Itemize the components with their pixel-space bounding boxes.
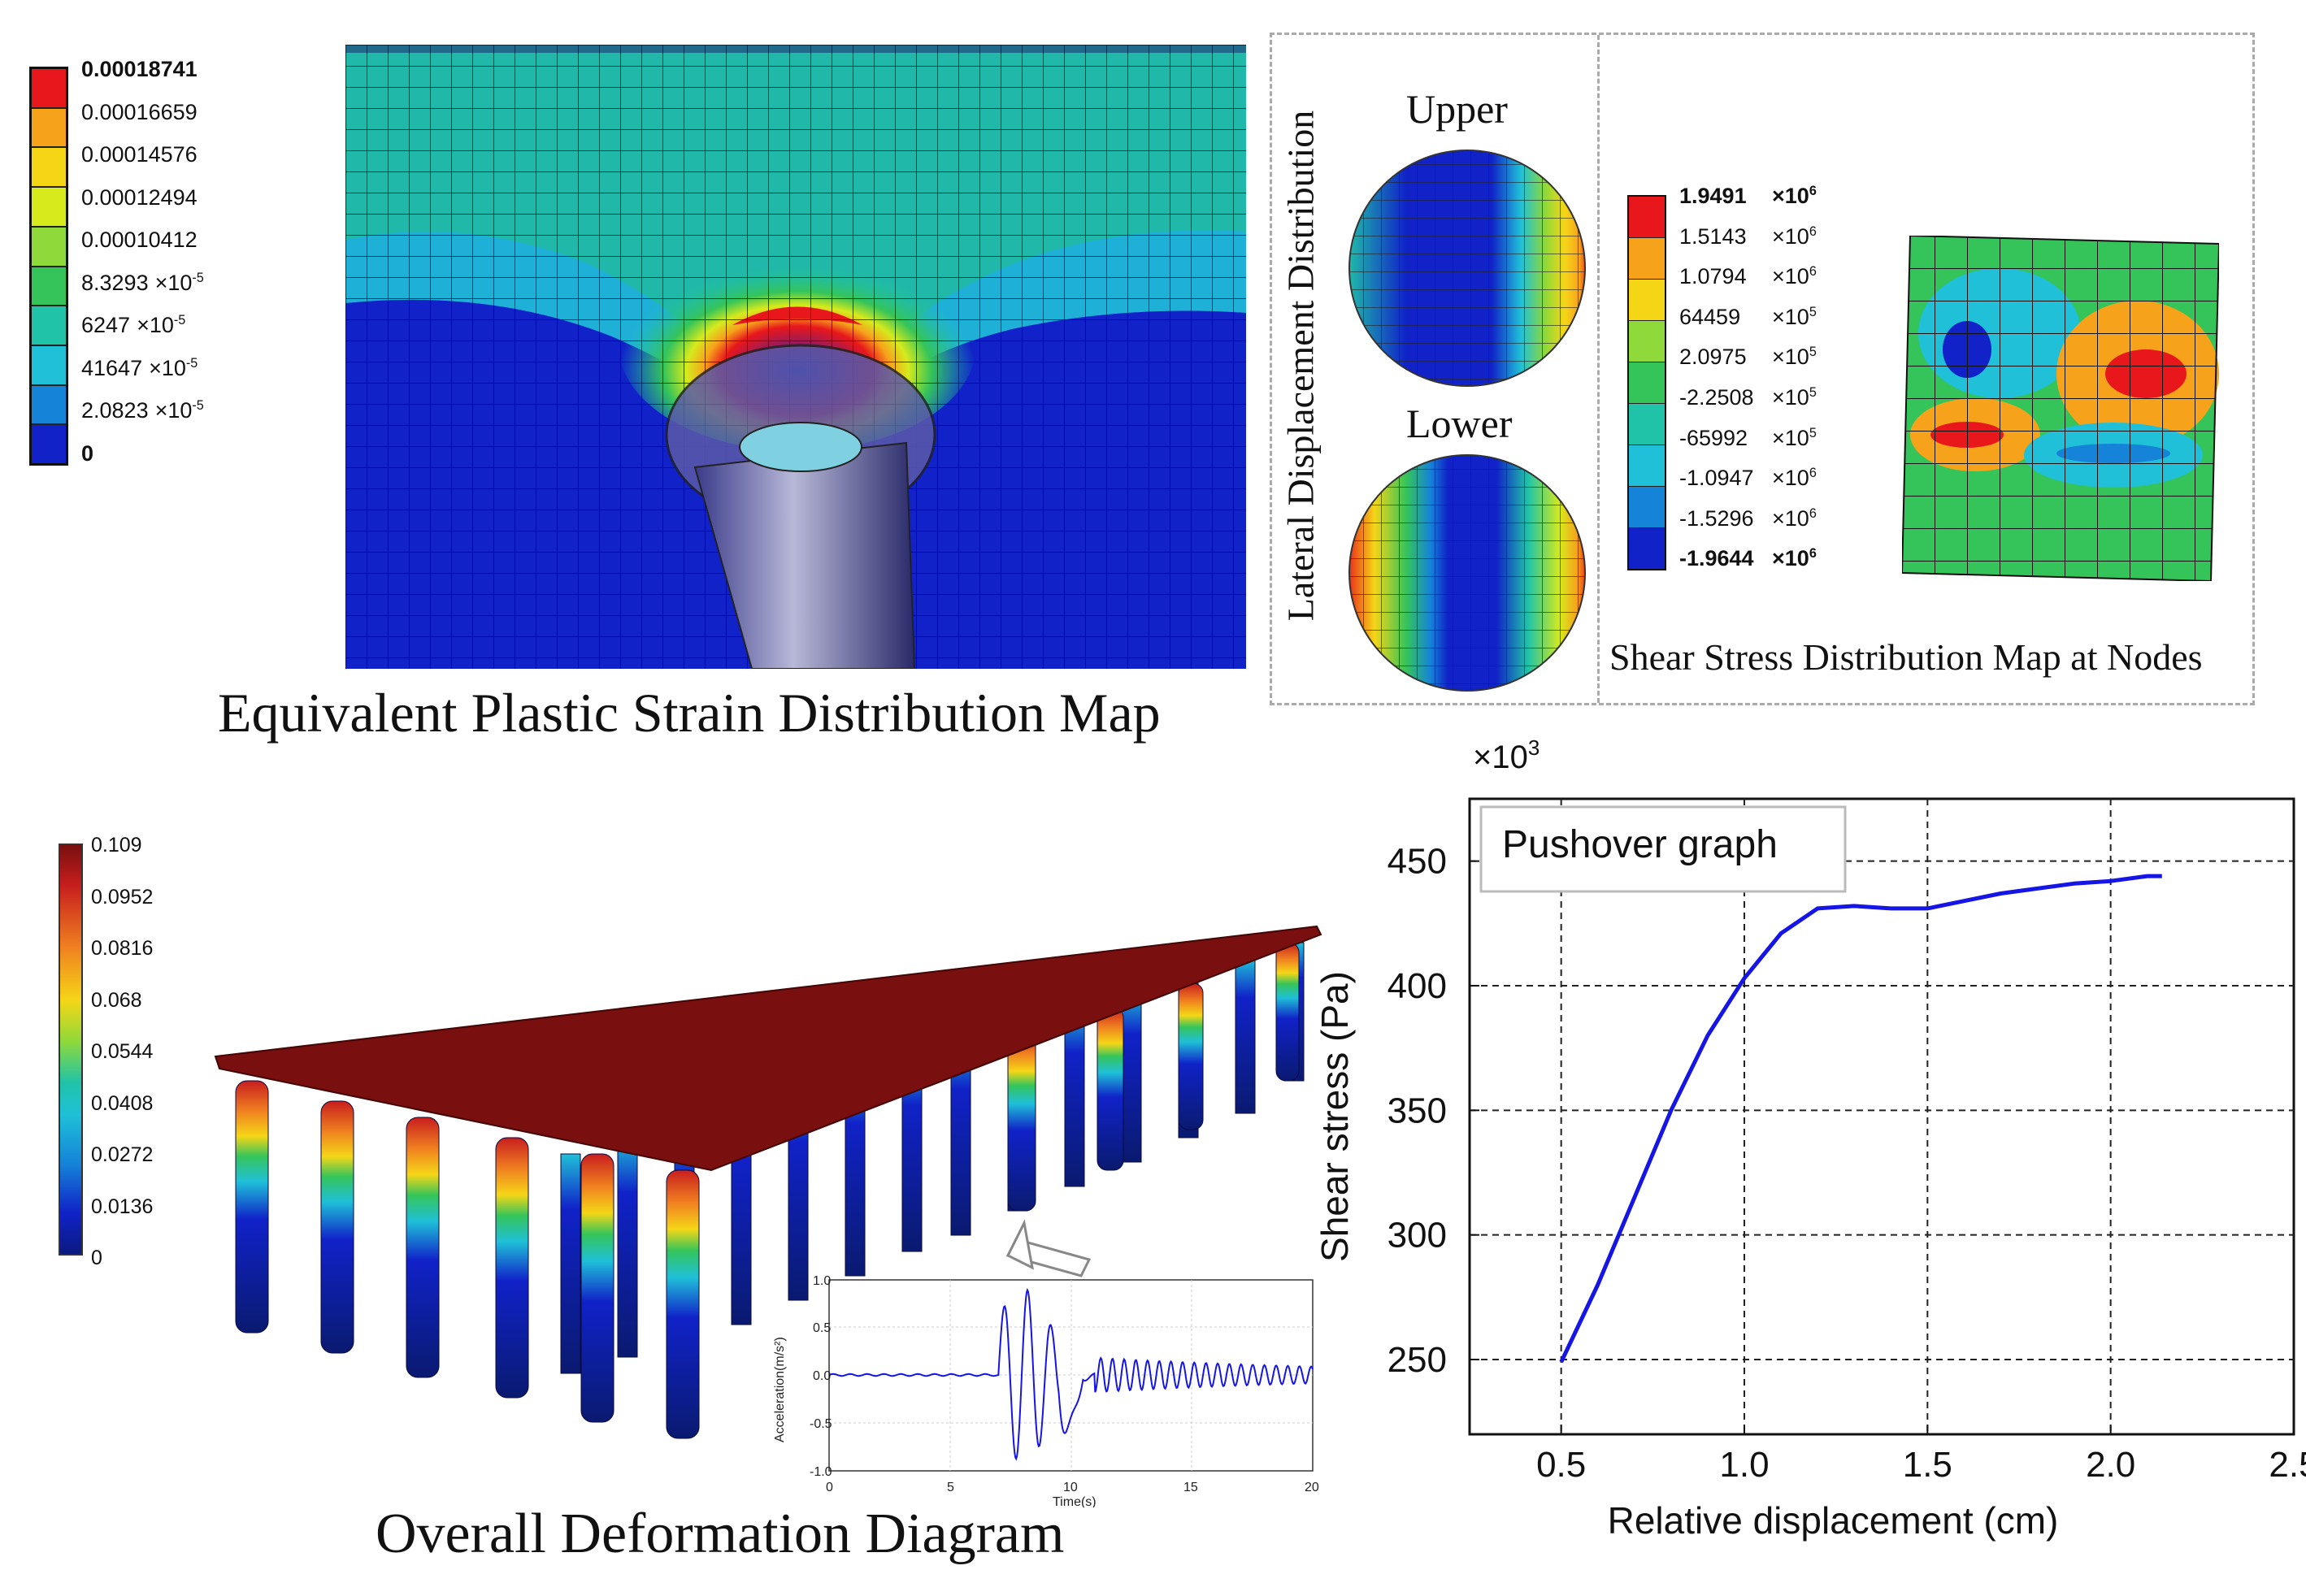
shear-stress-legend-value: -1.0947 ×106 — [1679, 466, 1817, 491]
colorbar-swatch — [32, 108, 66, 149]
colorbar-swatch — [1629, 487, 1665, 528]
upper-label: Upper — [1406, 86, 1508, 132]
plastic-strain-legend-value: 8.3293 ×10-5 — [81, 270, 204, 295]
colorbar-swatch — [32, 385, 66, 426]
shear-stress-legend-value: 1.9491 ×106 — [1679, 184, 1817, 208]
plastic-strain-legend-value: 0.00012494 — [81, 184, 198, 210]
plastic-strain-legend-value: 0 — [81, 440, 94, 466]
inset-ylabel: Acceleration(m/s²) — [773, 1337, 787, 1442]
plastic-strain-fem-image — [345, 45, 1246, 669]
lateral-displacement-label: Lateral Displacement Distribution — [1279, 110, 1322, 622]
colorbar-swatch — [32, 148, 66, 189]
shear-stress-legend-value: -1.9644 ×106 — [1679, 546, 1817, 571]
plastic-strain-caption: Equivalent Plastic Strain Distribution M… — [218, 682, 1161, 744]
deformation-3d-model — [214, 925, 1322, 1439]
y-tick-label: 300 — [1388, 1216, 1447, 1256]
colorbar-swatch — [32, 267, 66, 307]
colorbar-swatch — [32, 306, 66, 346]
shear-stress-legend-value: 1.0794 ×106 — [1679, 264, 1817, 289]
colorbar-swatch — [32, 69, 66, 109]
acceleration-inset-chart: 1.0 0.5 0.0 -0.5 -1.0 0 5 10 15 20 Time(… — [773, 1274, 1319, 1507]
plastic-strain-colorbar — [29, 67, 68, 466]
plastic-strain-legend-value: 6247 ×10-5 — [81, 313, 186, 337]
shear-stress-legend-value: -1.5296 ×106 — [1679, 505, 1817, 531]
x-tick-label: 2.5 — [2269, 1445, 2306, 1485]
deformation-caption: Overall Deformation Diagram — [376, 1503, 1065, 1565]
shear-stress-legend-value: -2.2508 ×105 — [1679, 385, 1817, 410]
shear-stress-legend-value: 64459 ×105 — [1679, 304, 1817, 329]
lower-displacement-disc — [1348, 454, 1586, 692]
inset-xtick: 0 — [826, 1481, 833, 1494]
inset-xtick: 15 — [1183, 1481, 1198, 1494]
y-tick-label: 400 — [1388, 966, 1447, 1006]
plot-area — [1468, 797, 2295, 1436]
deformation-legend-value: 0.0544 — [91, 1040, 154, 1063]
chart-title: Pushover graph — [1502, 823, 1778, 866]
inset-ytick: -0.5 — [810, 1417, 832, 1431]
lower-label: Lower — [1406, 401, 1513, 446]
x-axis-label: Relative displacement (cm) — [1608, 1499, 2059, 1542]
x-tick-label: 2.0 — [2086, 1445, 2135, 1485]
colorbar-swatch — [1629, 197, 1665, 238]
colorbar-swatch — [1629, 280, 1665, 321]
colorbar-swatch — [32, 188, 66, 228]
shear-stress-panel — [1270, 33, 2255, 705]
y-tick-label: 450 — [1388, 842, 1447, 882]
inset-ytick: 0.0 — [813, 1369, 831, 1383]
deformation-colorbar — [59, 844, 83, 1256]
inset-xtick: 10 — [1063, 1481, 1078, 1494]
pushover-chart: 0.5 1.0 1.5 2.0 2.5 250 300 350 400 450 Pushover g… — [1314, 735, 2306, 1542]
deformation-legend-value: 0 — [91, 1247, 102, 1269]
pushover-series-line — [1559, 874, 2162, 1364]
inset-xlabel: Time(s) — [1053, 1495, 1097, 1507]
deformation-legend-value: 0.0816 — [91, 937, 154, 960]
plastic-strain-panel: 0.00018741 0.00016659 0.00014576 0.00012494… — [0, 0, 1268, 756]
y-tick-label: 350 — [1388, 1091, 1447, 1130]
colorbar-swatch — [1629, 445, 1665, 487]
inset-ytick: -1.0 — [810, 1465, 832, 1479]
colorbar-swatch — [32, 227, 66, 267]
colorbar-swatch — [1629, 238, 1665, 280]
colorbar-swatch — [1629, 321, 1665, 362]
y-multiplier: ×103 — [1473, 735, 1540, 775]
x-tick-label: 1.0 — [1719, 1445, 1769, 1485]
shear-stress-colorbar — [1627, 195, 1666, 570]
colorbar-swatch — [32, 425, 66, 464]
inset-xtick: 5 — [947, 1481, 954, 1494]
shear-stress-legend-value: 1.5143 ×106 — [1679, 223, 1817, 249]
deformation-legend-value: 0.0408 — [91, 1091, 154, 1115]
x-tick-label: 0.5 — [1536, 1445, 1586, 1485]
inset-ytick: 1.0 — [813, 1274, 831, 1288]
shear-stress-node-map — [1902, 236, 2219, 581]
colorbar-swatch — [1629, 404, 1665, 445]
colorbar-swatch — [1629, 362, 1665, 404]
y-multiplier-exp: 3 — [1528, 735, 1540, 760]
y-multiplier-base: ×10 — [1473, 739, 1528, 775]
plastic-strain-legend-value: 0.00014576 — [81, 142, 198, 167]
plastic-strain-legend-value: 41647 ×10-5 — [81, 355, 198, 380]
shear-stress-legend-value: -65992 ×105 — [1679, 425, 1817, 450]
deformation-legend-value: 0.0272 — [91, 1143, 154, 1166]
deformation-legend-value: 0.0136 — [91, 1195, 154, 1218]
plastic-strain-legend-value: 2.0823 ×10-5 — [81, 398, 204, 423]
upper-displacement-disc — [1348, 150, 1586, 387]
shear-stress-caption: Shear Stress Distribution Map at Nodes — [1609, 636, 2203, 678]
deformation-legend-value: 0.068 — [91, 988, 142, 1012]
x-tick-label: 1.5 — [1903, 1445, 1952, 1485]
inset-ytick: 0.5 — [813, 1321, 831, 1335]
inset-xtick: 20 — [1305, 1481, 1319, 1494]
colorbar-swatch — [1629, 528, 1665, 569]
chart-title-box — [1479, 805, 1847, 893]
plastic-strain-legend-value: 0.00010412 — [81, 228, 198, 252]
plastic-strain-legend-value: 0.00018741 — [81, 57, 198, 81]
y-axis-label: Shear stress (Pa) — [1314, 971, 1356, 1262]
panel-divider — [1597, 35, 1600, 703]
plastic-strain-legend-value: 0.00016659 — [81, 99, 198, 124]
deformation-legend-value: 0.109 — [91, 834, 142, 857]
shear-stress-legend-value: 2.0975 ×105 — [1679, 345, 1817, 370]
y-tick-label: 250 — [1388, 1340, 1447, 1380]
deformation-legend-value: 0.0952 — [91, 885, 154, 909]
colorbar-swatch — [32, 345, 66, 386]
